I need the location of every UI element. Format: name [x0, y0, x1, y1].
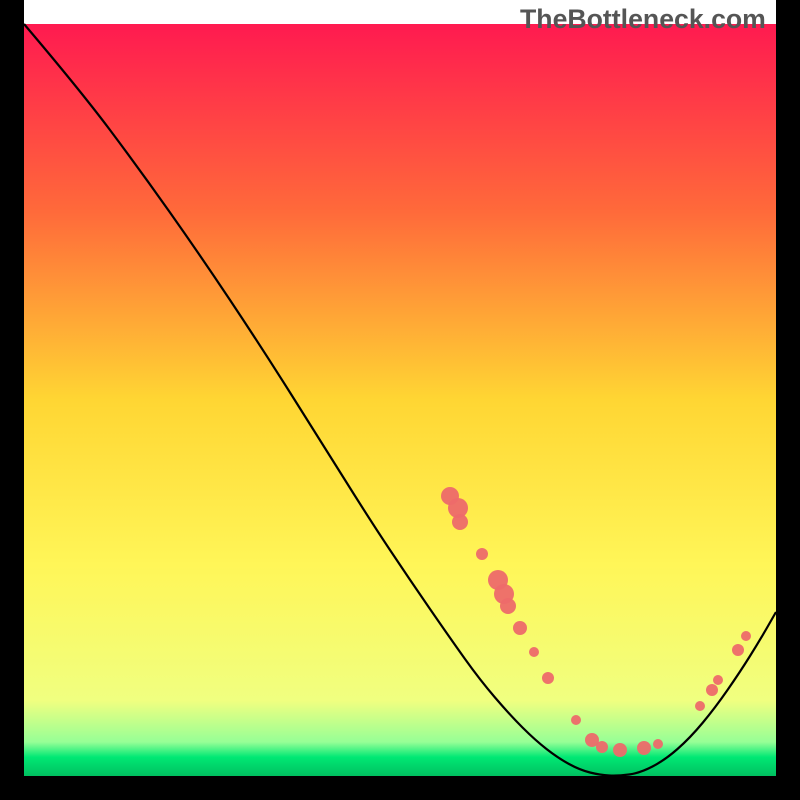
marker-point	[741, 631, 751, 641]
marker-point	[695, 701, 705, 711]
watermark-text: TheBottleneck.com	[520, 4, 766, 35]
marker-point	[500, 598, 516, 614]
frame-band-bottom	[0, 776, 800, 800]
frame-band-left	[0, 0, 24, 800]
frame-band-right	[776, 0, 800, 800]
marker-point	[637, 741, 651, 755]
marker-point	[529, 647, 539, 657]
chart-container: TheBottleneck.com	[0, 0, 800, 800]
marker-point	[513, 621, 527, 635]
marker-point	[732, 644, 744, 656]
marker-point	[571, 715, 581, 725]
marker-point	[542, 672, 554, 684]
marker-point	[653, 739, 663, 749]
marker-point	[452, 514, 468, 530]
marker-point	[613, 743, 627, 757]
chart-svg	[0, 0, 800, 800]
marker-point	[476, 548, 488, 560]
marker-point	[596, 741, 608, 753]
marker-point	[713, 675, 723, 685]
marker-point	[706, 684, 718, 696]
plot-background	[24, 24, 776, 776]
